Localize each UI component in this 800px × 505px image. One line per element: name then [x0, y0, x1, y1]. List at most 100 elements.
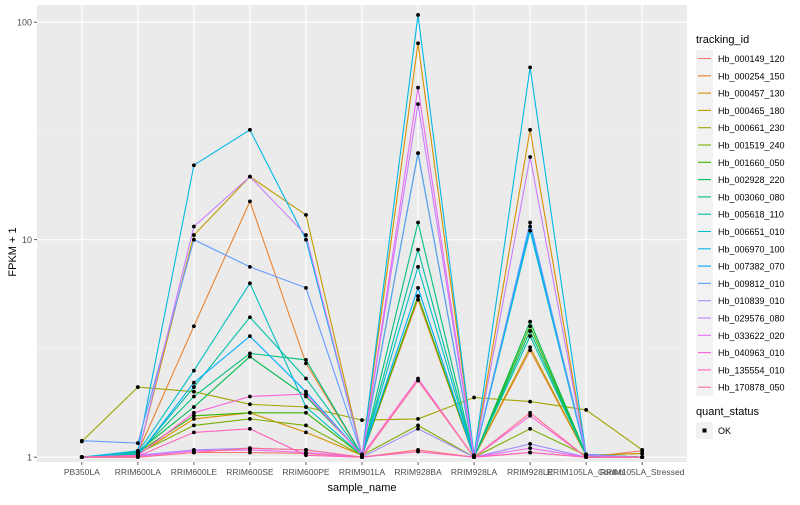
- x-axis: PB350LA RRIM600LA RRIM600LE RRIM600SE RRIM60…: [64, 462, 685, 477]
- legend-label: Hb_003060_080: [718, 192, 785, 202]
- x-tick-label: RRIM600PE: [282, 467, 330, 477]
- legend-label: Hb_007382_070: [718, 262, 785, 272]
- legend-item: Hb_029576_080: [696, 309, 785, 327]
- data-point: [416, 378, 420, 383]
- data-point: [528, 442, 533, 446]
- data-point: [360, 455, 364, 460]
- data-point: [248, 394, 252, 399]
- data-point: [304, 358, 308, 362]
- legend-item: Hb_040963_010: [696, 344, 785, 362]
- data-point: [528, 324, 533, 329]
- x-tick-label: RRIM600SE: [226, 467, 274, 477]
- y-axis-title: FPKM + 1: [7, 227, 19, 276]
- data-point: [304, 361, 308, 366]
- data-point: [528, 410, 533, 415]
- data-point: [191, 237, 196, 242]
- x-tick-label: RRIM928LE: [507, 467, 554, 477]
- data-point: [191, 430, 196, 435]
- data-point: [191, 233, 196, 237]
- data-point: [79, 455, 84, 460]
- data-point: [640, 451, 645, 456]
- data-point: [528, 399, 533, 404]
- data-point: [248, 426, 252, 431]
- data-point: [304, 286, 308, 290]
- legend-label: Hb_033622_020: [718, 331, 785, 341]
- legend-label: Hb_029576_080: [718, 314, 785, 324]
- data-point: [248, 199, 252, 204]
- data-point: [191, 163, 196, 168]
- y-tick-label: 1: [27, 453, 32, 463]
- legend-tracking-id: tracking_id Hb_000149_120Hb_000254_150Hb…: [696, 34, 785, 396]
- legend2-item: OK: [696, 422, 731, 439]
- data-point: [304, 450, 308, 455]
- legend-label: Hb_170878_050: [718, 383, 785, 393]
- legend-item: Hb_170878_050: [696, 378, 785, 396]
- legend-item: Hb_000149_120: [696, 50, 785, 67]
- data-point: [304, 237, 308, 242]
- data-point: [191, 368, 196, 373]
- data-point: [248, 264, 252, 269]
- data-point: [248, 127, 252, 132]
- data-point: [191, 394, 196, 399]
- legend-item: Hb_135554_010: [696, 361, 785, 379]
- data-point: [248, 315, 252, 320]
- legend-label: Hb_000465_180: [718, 106, 785, 116]
- data-point: [416, 85, 420, 90]
- data-point: [191, 410, 196, 415]
- data-point: [528, 228, 533, 233]
- legend-label: Hb_002928_220: [718, 175, 785, 185]
- data-point: [304, 392, 308, 396]
- data-point: [248, 351, 252, 356]
- legend-label: Hb_135554_010: [718, 365, 785, 375]
- data-point: [416, 286, 420, 290]
- legend2-marker: [702, 428, 707, 433]
- x-tick-label: RRIM600LA: [115, 467, 162, 477]
- data-point: [191, 413, 196, 418]
- data-point: [248, 450, 252, 455]
- data-point: [248, 410, 252, 415]
- data-point: [528, 334, 533, 339]
- data-point: [528, 446, 533, 451]
- data-point: [416, 220, 420, 225]
- legend-label: Hb_040963_010: [718, 348, 785, 358]
- data-point: [191, 416, 196, 421]
- data-point: [304, 233, 308, 237]
- data-point: [248, 174, 252, 179]
- data-point: [135, 441, 140, 446]
- data-point: [472, 395, 476, 400]
- legend-item: Hb_010839_010: [696, 292, 785, 310]
- legend-item: Hb_006651_010: [696, 223, 785, 240]
- data-point: [304, 423, 308, 428]
- data-point: [191, 385, 196, 389]
- data-point: [416, 297, 420, 302]
- legend-label: Hb_001660_050: [718, 158, 785, 168]
- data-point: [304, 453, 308, 458]
- data-point: [191, 380, 196, 385]
- data-point: [528, 348, 533, 353]
- legend-label: Hb_000254_150: [718, 71, 785, 81]
- data-point: [416, 449, 420, 454]
- legend-item: Hb_001660_050: [696, 153, 785, 171]
- x-tick-label: RRIM901LA: [339, 467, 386, 477]
- data-point: [416, 41, 420, 46]
- legend-item: Hb_003060_080: [696, 188, 785, 206]
- data-point: [584, 455, 589, 460]
- data-point: [640, 447, 645, 452]
- data-point: [528, 224, 533, 229]
- data-point: [528, 155, 533, 159]
- legend-item: Hb_005618_110: [696, 205, 784, 223]
- data-point: [528, 319, 533, 324]
- data-point: [416, 13, 420, 17]
- data-point: [304, 213, 308, 217]
- data-point: [640, 455, 645, 460]
- data-point: [191, 423, 196, 428]
- legend2-title: quant_status: [696, 406, 759, 418]
- legend-item: Hb_033622_020: [696, 326, 785, 344]
- legend2-items: OK: [696, 422, 731, 439]
- data-point: [360, 418, 364, 423]
- legend2-label: OK: [718, 426, 731, 436]
- data-point: [304, 447, 308, 452]
- data-point: [135, 455, 140, 460]
- data-point: [248, 281, 252, 286]
